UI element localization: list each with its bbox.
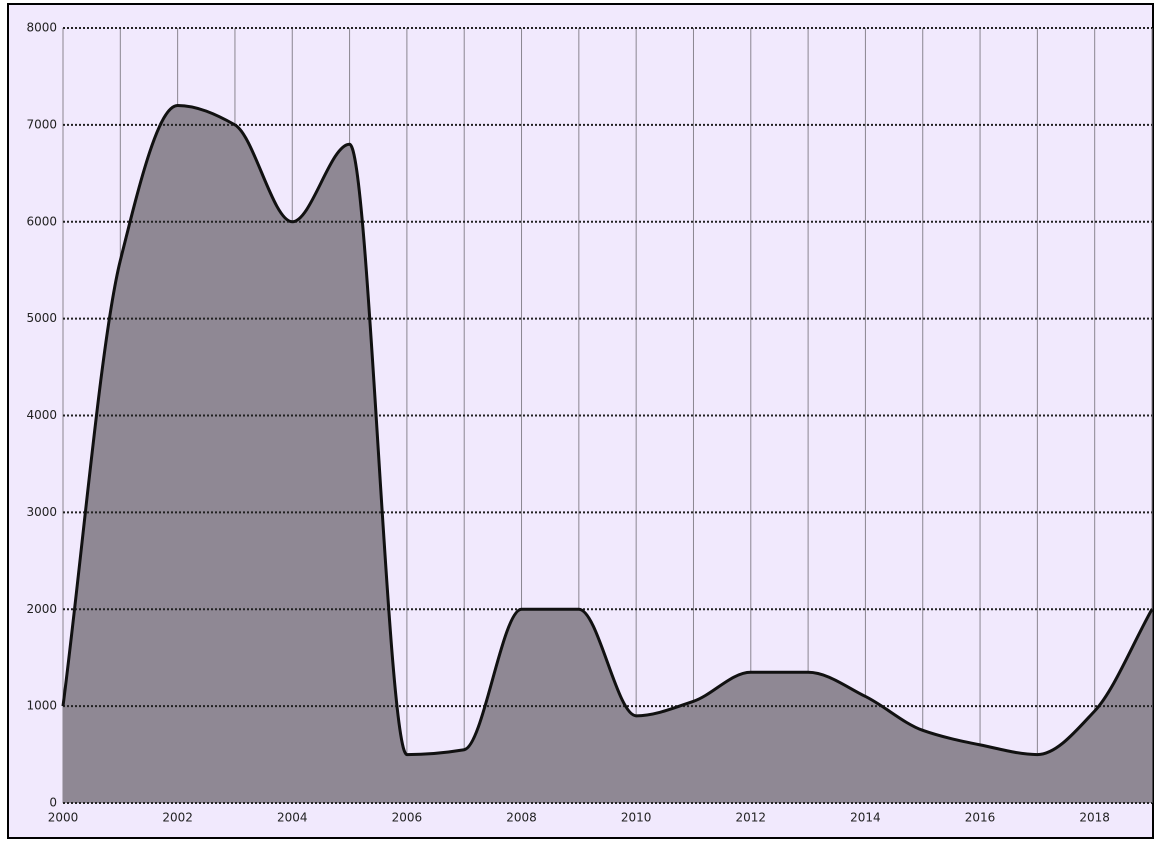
x-tick-label: 2000 — [48, 811, 79, 825]
y-tick-label: 7000 — [26, 117, 57, 131]
x-tick-label: 2002 — [162, 811, 193, 825]
y-tick-label: 6000 — [26, 214, 57, 228]
y-tick-label: 4000 — [26, 408, 57, 422]
x-tick-label: 2012 — [736, 811, 767, 825]
x-tick-label: 2018 — [1079, 811, 1110, 825]
x-tick-label: 2008 — [506, 811, 537, 825]
area — [63, 105, 1152, 803]
y-tick-label: 5000 — [26, 311, 57, 325]
x-tick-label: 2006 — [392, 811, 423, 825]
x-tick-label: 2014 — [850, 811, 881, 825]
x-tick-label: 2010 — [621, 811, 652, 825]
y-tick-label: 1000 — [26, 699, 57, 713]
y-tick-label: 8000 — [26, 21, 57, 35]
x-tick-label: 2016 — [965, 811, 996, 825]
y-tick-label: 2000 — [26, 602, 57, 616]
line — [61, 103, 1154, 757]
y-tick-label: 3000 — [26, 505, 57, 519]
y-tick-label: 0 — [49, 796, 57, 810]
x-tick-label: 2004 — [277, 811, 308, 825]
